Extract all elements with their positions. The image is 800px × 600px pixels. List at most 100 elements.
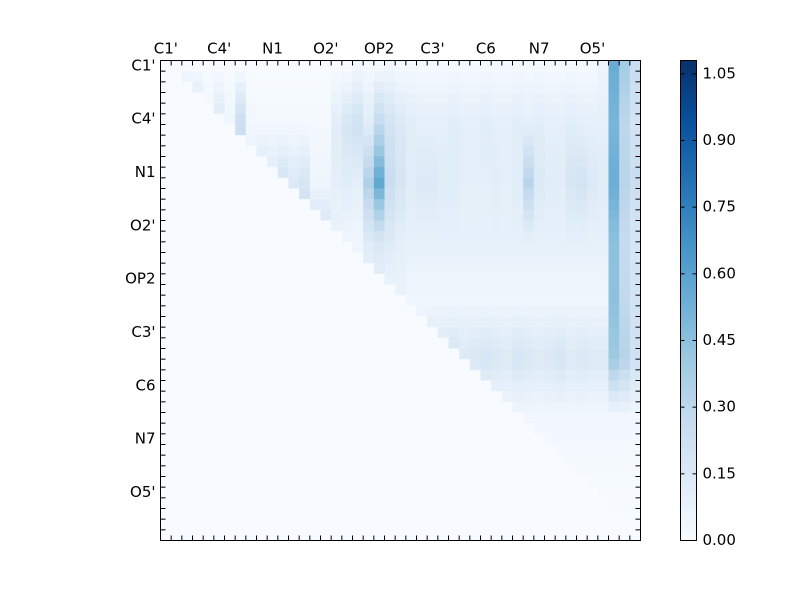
- heatmap-cell: [363, 241, 375, 253]
- heatmap-cell: [245, 188, 257, 200]
- heatmap-cell: [341, 295, 353, 307]
- heatmap-cell: [277, 263, 289, 275]
- heatmap-cell: [491, 348, 503, 360]
- heatmap-cell: [565, 359, 577, 371]
- heatmap-cell: [629, 337, 641, 349]
- heatmap-cell: [437, 273, 449, 285]
- heatmap-cell: [235, 401, 247, 413]
- heatmap-cell: [501, 145, 513, 157]
- heatmap-cell: [245, 113, 257, 125]
- heatmap-cell: [395, 391, 407, 403]
- heatmap-cell: [459, 81, 471, 93]
- heatmap-cell: [544, 412, 556, 424]
- heatmap-cell: [309, 199, 321, 211]
- heatmap-cell: [299, 519, 311, 531]
- heatmap-cell: [491, 284, 503, 296]
- heatmap-cell: [320, 476, 332, 488]
- heatmap-cell: [469, 167, 481, 179]
- heatmap-cell: [416, 81, 428, 93]
- heatmap-cell: [523, 529, 535, 541]
- heatmap-cell: [608, 103, 620, 115]
- heatmap-cell: [309, 348, 321, 360]
- heatmap-cell: [213, 209, 225, 221]
- heatmap-cell: [181, 369, 193, 381]
- heatmap-cell: [352, 284, 364, 296]
- heatmap-cell: [427, 273, 439, 285]
- heatmap-cell: [597, 60, 609, 72]
- heatmap-cell: [459, 284, 471, 296]
- heatmap-cell: [288, 71, 300, 83]
- heatmap-cell: [384, 391, 396, 403]
- heatmap-cell: [427, 359, 439, 371]
- heatmap-cell: [224, 60, 236, 72]
- heatmap-cell: [427, 327, 439, 339]
- heatmap-cell: [192, 391, 204, 403]
- heatmap-cell: [533, 337, 545, 349]
- heatmap-cell: [299, 284, 311, 296]
- heatmap-cell: [395, 71, 407, 83]
- heatmap-cell: [288, 508, 300, 520]
- heatmap-cell: [181, 380, 193, 392]
- heatmap-cell: [565, 92, 577, 104]
- heatmap-cell: [192, 145, 204, 157]
- heatmap-cell: [512, 497, 524, 509]
- heatmap-cell: [427, 92, 439, 104]
- heatmap-cell: [597, 284, 609, 296]
- heatmap-cell: [245, 71, 257, 83]
- heatmap-cell: [544, 284, 556, 296]
- heatmap-cell: [469, 199, 481, 211]
- heatmap-cell: [363, 444, 375, 456]
- heatmap-cell: [565, 401, 577, 413]
- heatmap-cell: [224, 156, 236, 168]
- heatmap-cell: [245, 135, 257, 147]
- heatmap-cell: [331, 337, 343, 349]
- heatmap-cell: [533, 369, 545, 381]
- heatmap-cell: [320, 81, 332, 93]
- heatmap-cell: [181, 465, 193, 477]
- heatmap-cell: [341, 380, 353, 392]
- heatmap-cell: [331, 369, 343, 381]
- heatmap-cell: [288, 188, 300, 200]
- heatmap-cell: [363, 497, 375, 509]
- heatmap-cell: [341, 103, 353, 115]
- heatmap-cell: [469, 295, 481, 307]
- heatmap-cell: [459, 103, 471, 115]
- heatmap-cell: [565, 156, 577, 168]
- heatmap-cell: [587, 145, 599, 157]
- heatmap-cell: [448, 284, 460, 296]
- heatmap-cell: [395, 465, 407, 477]
- heatmap-cell: [448, 327, 460, 339]
- heatmap-cell: [320, 391, 332, 403]
- heatmap-cell: [203, 476, 215, 488]
- heatmap-cell: [416, 231, 428, 243]
- heatmap-cell: [267, 444, 279, 456]
- heatmap-cell: [448, 252, 460, 264]
- heatmap-cell: [619, 316, 631, 328]
- x-tick-label: C4': [207, 40, 231, 58]
- heatmap-cell: [331, 113, 343, 125]
- heatmap-cell: [395, 519, 407, 531]
- heatmap-cell: [448, 423, 460, 435]
- heatmap-cell: [203, 444, 215, 456]
- heatmap-cell: [491, 113, 503, 125]
- heatmap-cell: [448, 497, 460, 509]
- heatmap-cell: [203, 177, 215, 189]
- heatmap-cell: [608, 465, 620, 477]
- heatmap-cell: [213, 220, 225, 232]
- heatmap-cell: [565, 412, 577, 424]
- heatmap-cell: [608, 295, 620, 307]
- heatmap-cell: [181, 177, 193, 189]
- heatmap-cell: [480, 465, 492, 477]
- heatmap-cell: [459, 263, 471, 275]
- heatmap-cell: [448, 433, 460, 445]
- heatmap-cell: [501, 209, 513, 221]
- heatmap-cell: [320, 412, 332, 424]
- heatmap-cell: [427, 113, 439, 125]
- heatmap-cell: [320, 177, 332, 189]
- heatmap-cell: [437, 519, 449, 531]
- heatmap-cell: [523, 316, 535, 328]
- heatmap-cell: [363, 113, 375, 125]
- heatmap-cell: [352, 231, 364, 243]
- heatmap-cell: [395, 455, 407, 467]
- heatmap-cell: [181, 455, 193, 467]
